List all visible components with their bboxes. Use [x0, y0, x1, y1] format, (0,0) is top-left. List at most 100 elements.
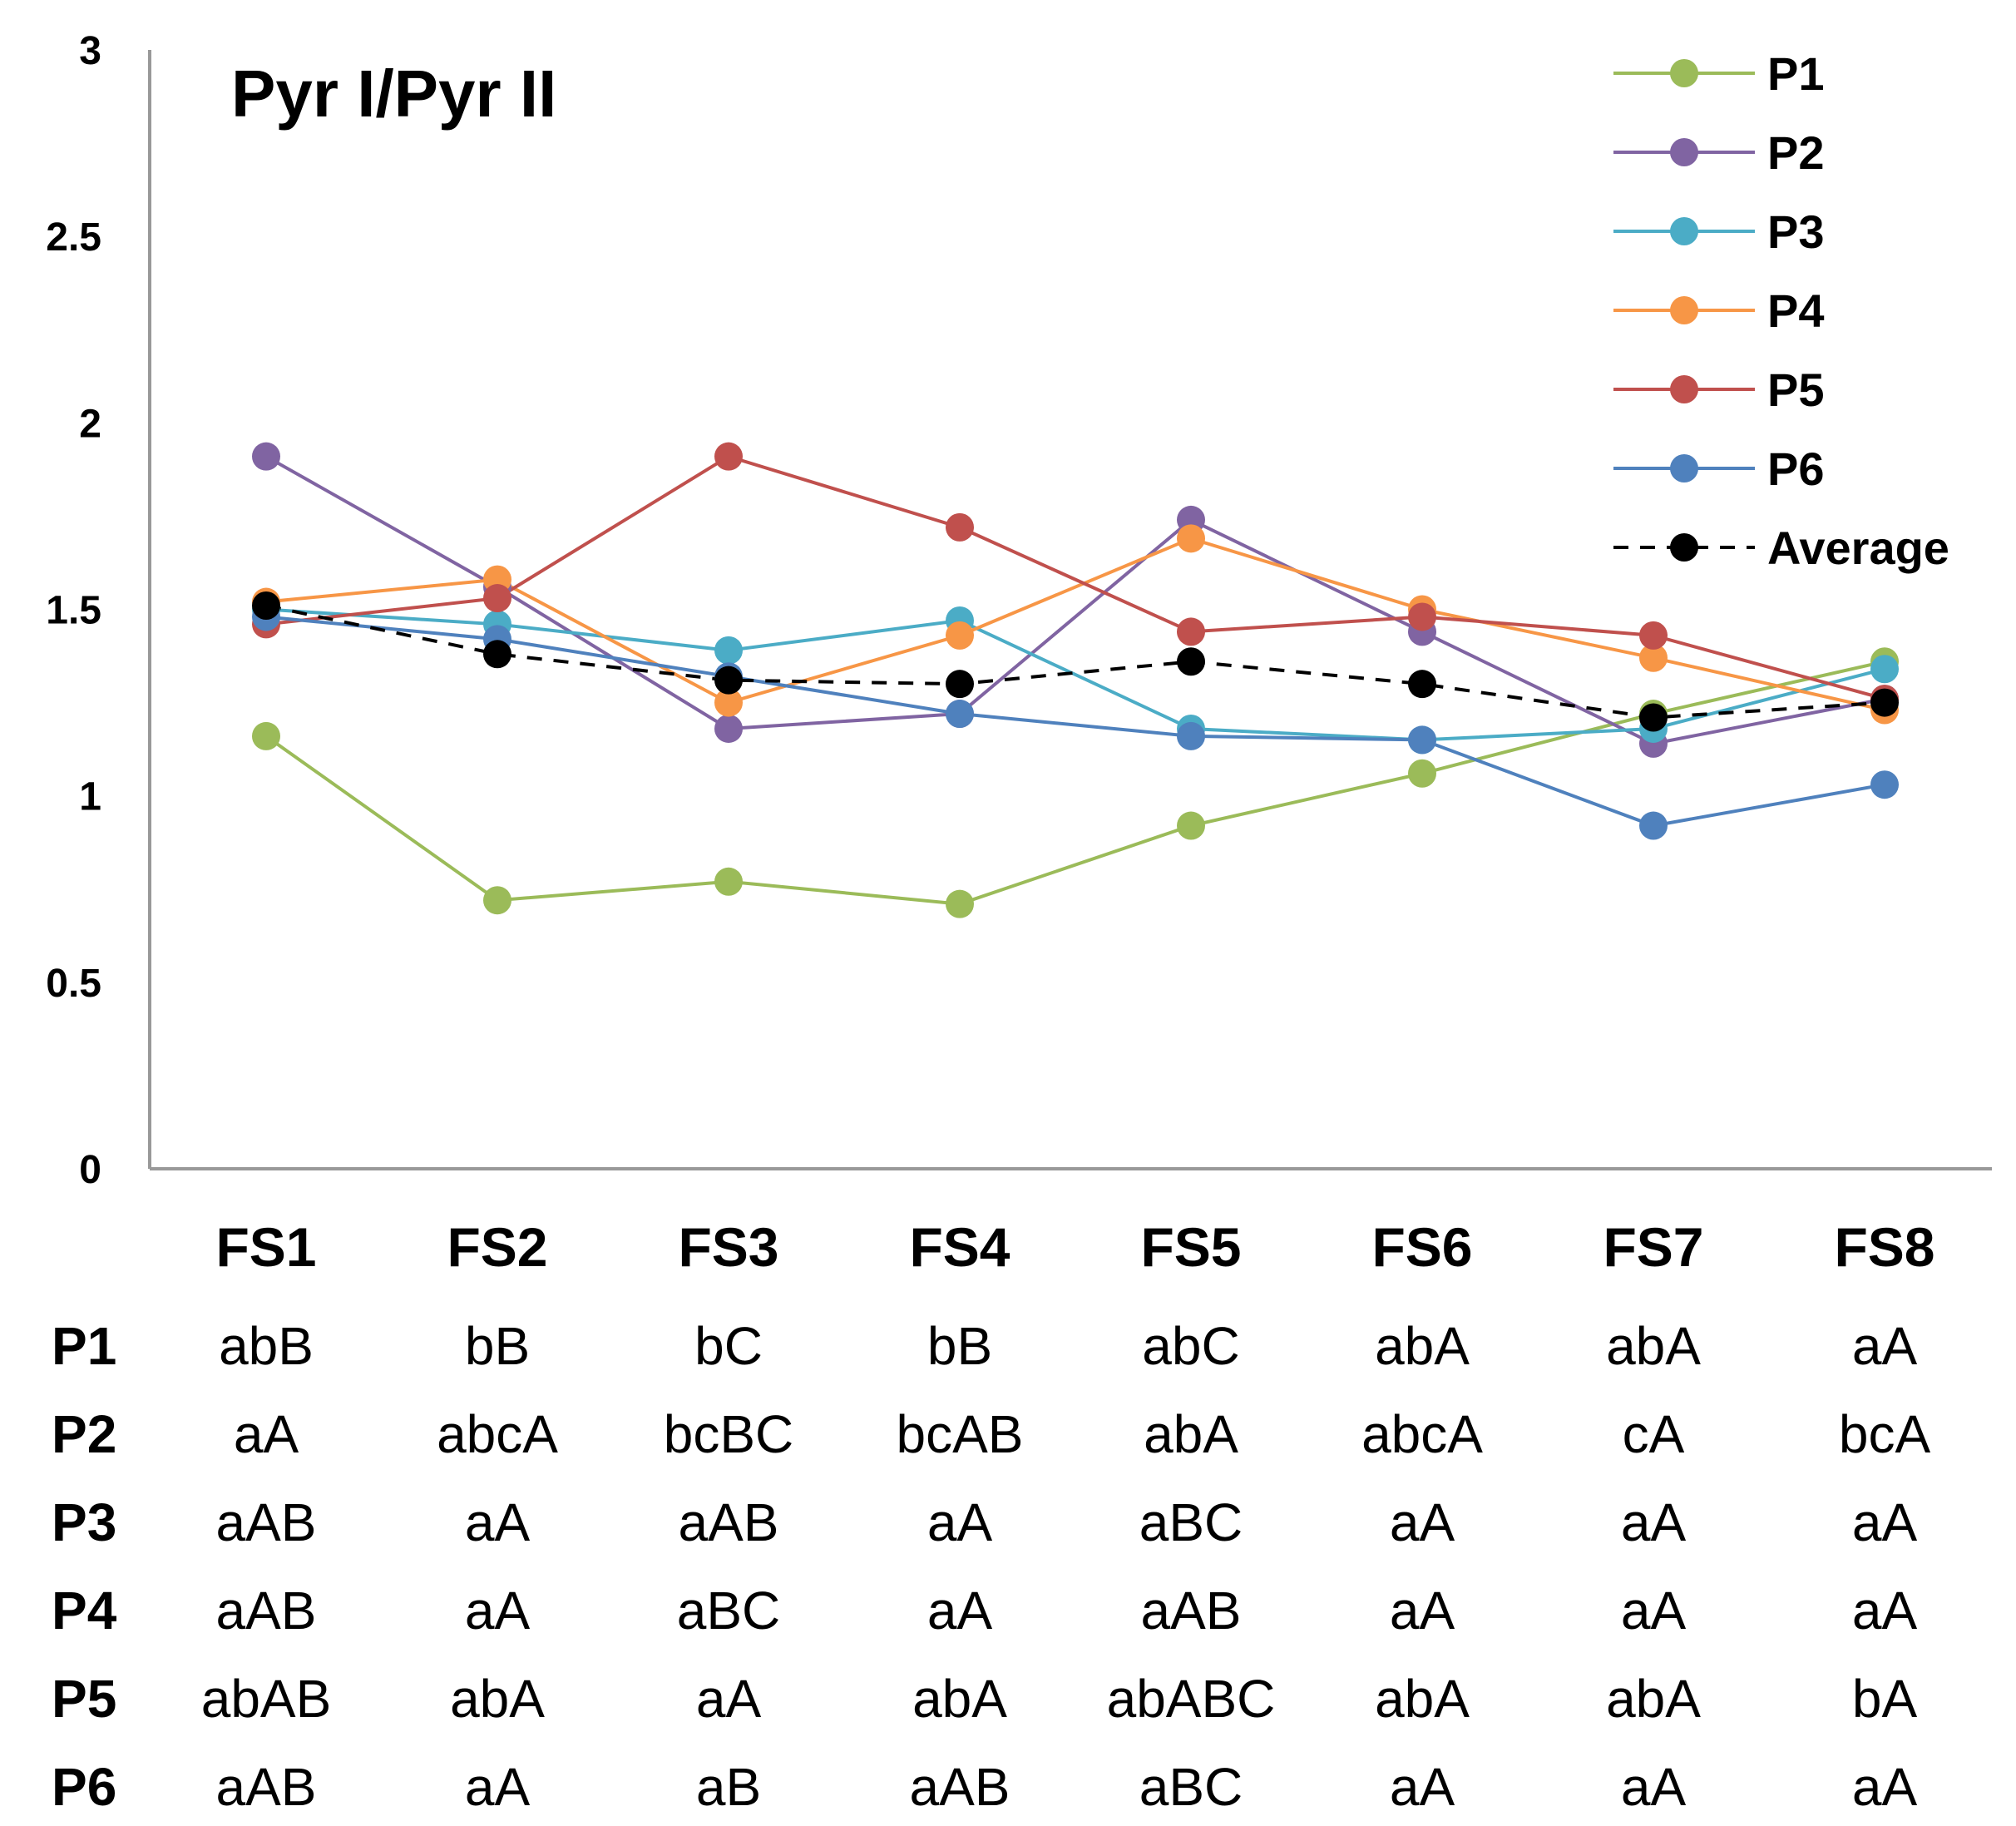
axes: [148, 50, 1992, 1170]
data-point-p2-fs1: [252, 442, 280, 471]
table-row: P2 aA abcA bcBC bcAB abA abcA cA bcA: [52, 1404, 1930, 1464]
table-cell: aAB: [216, 1757, 317, 1817]
data-point-average-fs1: [252, 591, 280, 621]
table-cell: bC: [694, 1316, 763, 1376]
table-cell: cA: [1623, 1404, 1685, 1464]
table-cell: aA: [696, 1669, 762, 1729]
data-point-p5-fs7: [1639, 621, 1668, 650]
table-cell: aA: [1621, 1757, 1687, 1817]
data-point-p1-fs5: [1177, 811, 1205, 840]
table-row: P3 aAB aA aAB aA aBC aA aA aA: [52, 1492, 1917, 1552]
table-cell: aA: [465, 1581, 531, 1640]
table-cell: abC: [1142, 1316, 1239, 1376]
y-tick-labels: 0 0.5 1 1.5 2 2.5 3: [46, 29, 101, 1192]
table-cell: aAB: [679, 1492, 779, 1552]
significance-table: P1 abB bB bC bB abC abA abA aA P2 aA abcA bcBC bcAB ab…: [52, 1316, 1930, 1817]
table-cell: aA: [1390, 1757, 1455, 1817]
table-cell: aAB: [910, 1757, 1010, 1817]
legend-item-p4: P4: [1613, 285, 1825, 337]
table-row-label: P1: [52, 1316, 116, 1376]
legend-item-p1: P1: [1613, 47, 1825, 100]
y-tick-label: 0: [79, 1148, 101, 1192]
legend-swatch-marker: [1670, 217, 1698, 245]
data-point-p5-fs2: [483, 584, 511, 613]
table-cell: aBC: [1139, 1492, 1243, 1552]
data-point-p5-fs6: [1408, 602, 1436, 631]
series-line-p5: [265, 454, 1885, 701]
table-cell: bcAB: [897, 1404, 1024, 1464]
data-point-p1-fs1: [252, 721, 280, 750]
x-category-label-fs4: FS4: [909, 1216, 1010, 1278]
legend-item-p2: P2: [1613, 126, 1825, 179]
data-point-p6-fs6: [1408, 725, 1436, 755]
table-cell: abcA: [1361, 1404, 1483, 1464]
table-cell: abA: [450, 1669, 545, 1729]
table-cell: abA: [1375, 1316, 1470, 1376]
y-tick-label: 3: [79, 29, 101, 73]
legend: P1 P2 P3 P4 P5 P6 Average: [1613, 47, 1949, 574]
x-category-label-fs3: FS3: [678, 1216, 778, 1278]
data-point-average-fs7: [1639, 703, 1668, 732]
data-point-p1-fs3: [714, 867, 743, 896]
y-tick-label: 1: [79, 775, 101, 819]
data-point-average-fs6: [1408, 670, 1436, 699]
legend-item-p5: P5: [1613, 364, 1825, 416]
legend-swatch-marker: [1670, 454, 1698, 482]
table-cell: aA: [465, 1757, 531, 1817]
data-point-p4-fs4: [946, 621, 974, 650]
y-tick-label: 2.5: [46, 215, 101, 260]
series-markers: [252, 442, 1899, 918]
table-cell: bB: [465, 1316, 530, 1376]
data-point-p4-fs7: [1639, 643, 1668, 672]
legend-swatch-marker: [1670, 375, 1698, 403]
table-cell: bB: [927, 1316, 992, 1376]
data-point-p1-fs4: [946, 889, 974, 918]
legend-item-p6: P6: [1613, 443, 1825, 495]
table-row: P4 aAB aA aBC aA aAB aA aA aA: [52, 1581, 1917, 1640]
table-cell: aBC: [1139, 1757, 1243, 1817]
data-point-p4-fs3: [714, 688, 743, 717]
table-cell: abAB: [201, 1669, 332, 1729]
legend-swatch-marker: [1670, 533, 1698, 562]
table-cell: bA: [1852, 1669, 1918, 1729]
table-cell: aAB: [216, 1581, 317, 1640]
data-point-p5-fs3: [714, 442, 743, 471]
legend-label: P3: [1767, 205, 1825, 258]
legend-label: P4: [1767, 285, 1825, 337]
table-cell: abcA: [437, 1404, 558, 1464]
data-point-p6-fs7: [1639, 811, 1668, 840]
data-point-p5-fs5: [1177, 617, 1205, 646]
data-point-average-fs5: [1177, 647, 1205, 676]
data-point-p1-fs6: [1408, 759, 1436, 788]
legend-label: P1: [1767, 47, 1825, 100]
table-cell: aA: [234, 1404, 299, 1464]
legend-label: P6: [1767, 443, 1825, 495]
series-line-p1: [264, 660, 1885, 906]
data-point-p2-fs3: [714, 714, 743, 743]
data-point-average-fs2: [483, 640, 511, 669]
table-cell: bcBC: [664, 1404, 794, 1464]
series-line-p6: [265, 615, 1885, 828]
table-cell: aBC: [677, 1581, 781, 1640]
data-point-p4-fs5: [1177, 524, 1205, 553]
table-cell: abA: [1144, 1404, 1238, 1464]
table-cell: aA: [927, 1581, 993, 1640]
table-row: P5 abAB abA aA abA abABC abA abA bA: [52, 1669, 1917, 1729]
series-line-p2: [265, 454, 1885, 745]
legend-swatch-marker: [1670, 138, 1698, 166]
table-cell: aA: [1390, 1581, 1455, 1640]
data-point-average-fs3: [714, 666, 743, 695]
x-category-label-fs6: FS6: [1371, 1216, 1472, 1278]
data-point-average-fs8: [1870, 688, 1899, 717]
table-row-label: P2: [52, 1404, 116, 1464]
table-cell: abA: [912, 1669, 1007, 1729]
table-cell: aAB: [1141, 1581, 1242, 1640]
table-cell: abA: [1606, 1669, 1701, 1729]
data-point-p3-fs3: [714, 636, 743, 665]
data-point-p5-fs4: [946, 512, 974, 542]
table-row-label: P4: [52, 1581, 117, 1640]
series-line-average: [265, 604, 1885, 720]
legend-label: P2: [1767, 126, 1825, 179]
data-point-average-fs4: [946, 670, 974, 699]
